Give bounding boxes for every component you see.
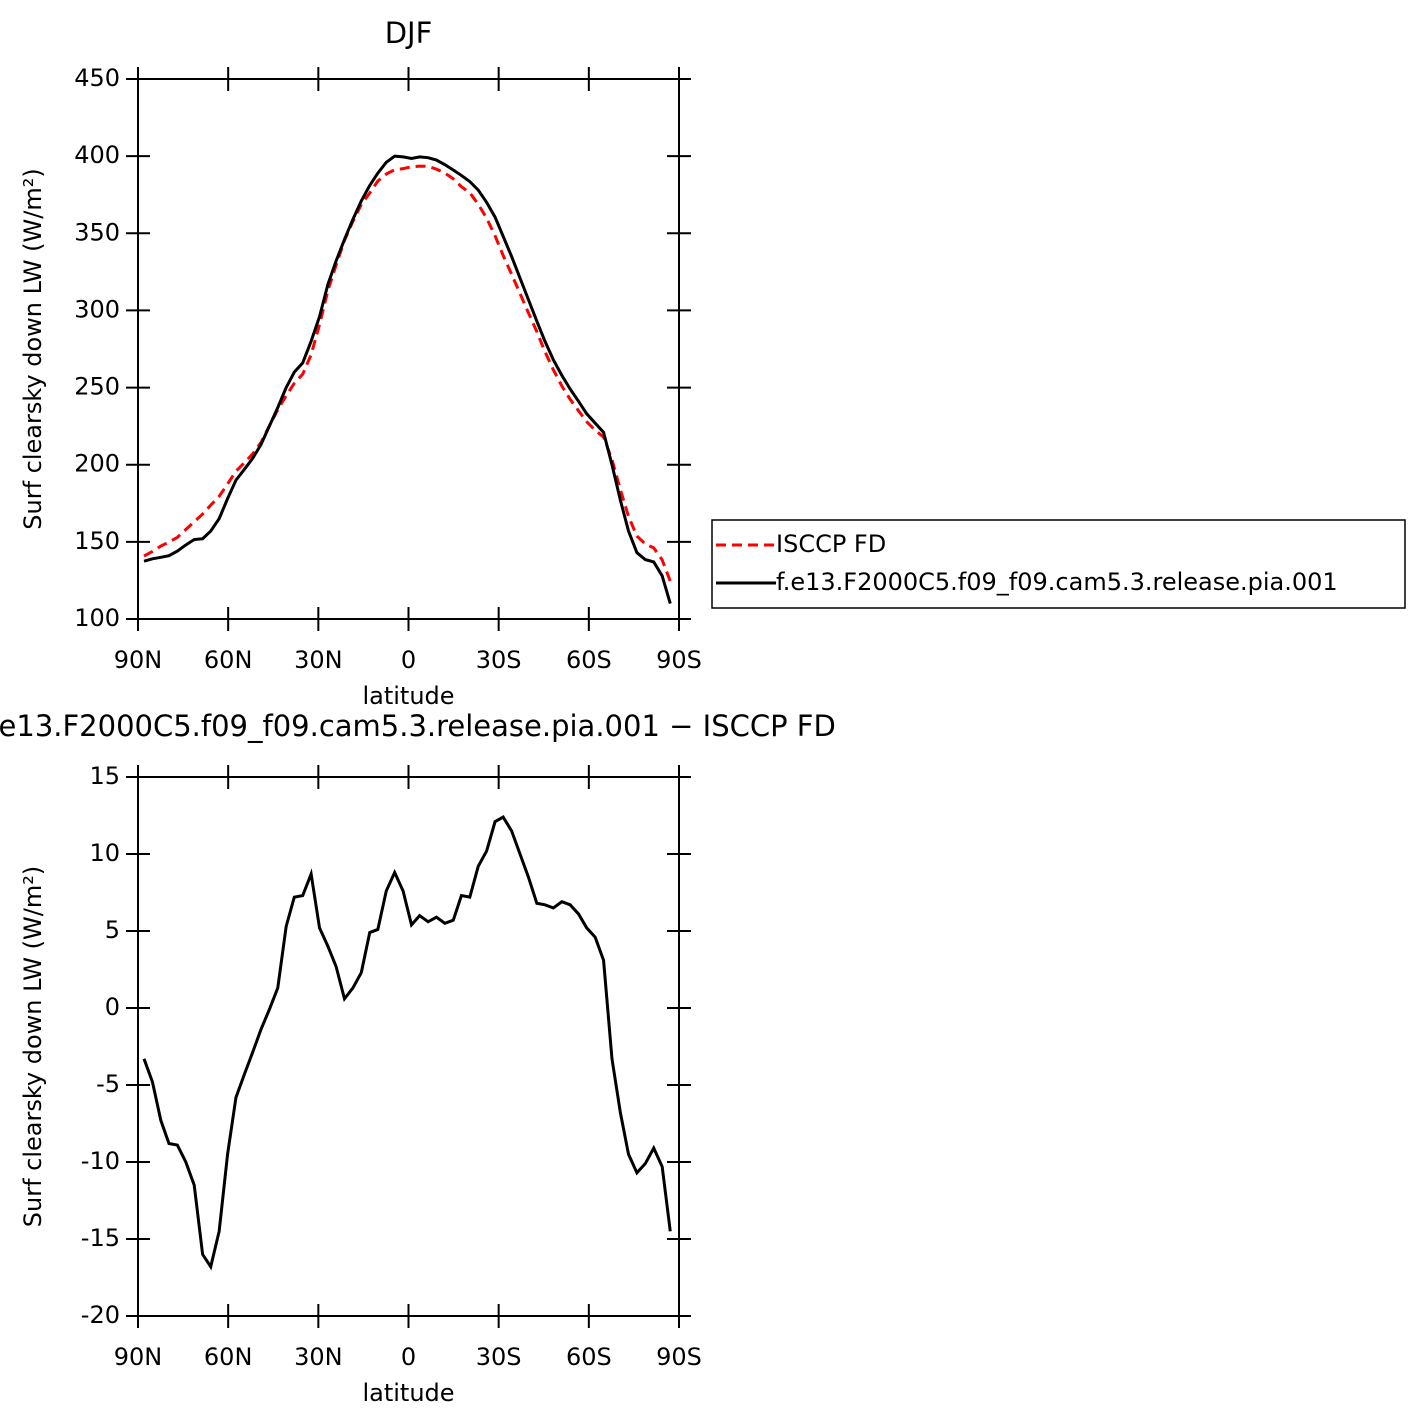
y-tick-label: 5 xyxy=(105,916,120,944)
chart-title: f.e13.F2000C5.f09_f09.cam5.3.release.pia… xyxy=(0,709,836,743)
y-tick-label: 0 xyxy=(105,993,120,1021)
data-line xyxy=(142,815,672,1271)
plot-frame xyxy=(137,78,680,620)
x-axis-label: latitude xyxy=(362,1379,454,1407)
y-tick-label: 15 xyxy=(89,762,120,790)
data-line xyxy=(143,164,672,582)
legend-label: ISCCP FD xyxy=(776,530,886,558)
x-tick-label: 60N xyxy=(204,1343,253,1371)
x-tick-label: 30S xyxy=(476,1343,522,1371)
y-tick-label: 10 xyxy=(89,839,120,867)
x-tick-label: 90S xyxy=(656,646,702,674)
plot-frame xyxy=(137,776,680,1317)
x-tick-label: 60N xyxy=(204,646,253,674)
x-tick-label: 0 xyxy=(401,1343,416,1371)
y-axis-label: Surf clearsky down LW (W/m²) xyxy=(19,168,47,529)
y-tick-label: 350 xyxy=(74,218,120,246)
legend-box xyxy=(711,519,1406,609)
y-tick-label: 200 xyxy=(74,450,120,478)
y-tick-label: 400 xyxy=(74,141,120,169)
y-tick-label: -15 xyxy=(81,1224,120,1252)
x-tick-label: 60S xyxy=(566,646,612,674)
x-tick-label: 30N xyxy=(294,1343,343,1371)
x-tick-label: 0 xyxy=(401,646,416,674)
y-tick-label: -10 xyxy=(81,1147,120,1175)
y-tick-label: 250 xyxy=(74,373,120,401)
y-tick-label: 450 xyxy=(74,64,120,92)
x-tick-label: 90S xyxy=(656,1343,702,1371)
x-tick-label: 60S xyxy=(566,1343,612,1371)
legend-label: f.e13.F2000C5.f09_f09.cam5.3.release.pia… xyxy=(776,568,1338,596)
x-tick-label: 90N xyxy=(114,1343,163,1371)
x-tick-label: 30S xyxy=(476,646,522,674)
data-line xyxy=(143,154,672,604)
y-tick-label: 150 xyxy=(74,527,120,555)
y-tick-label: -5 xyxy=(96,1070,120,1098)
chart-title: DJF xyxy=(385,16,433,50)
y-tick-label: -20 xyxy=(81,1301,120,1329)
x-axis-label: latitude xyxy=(362,682,454,710)
y-axis-label: Surf clearsky down LW (W/m²) xyxy=(19,866,47,1227)
x-tick-label: 30N xyxy=(294,646,343,674)
legend: ISCCP FD f.e13.F2000C5.f09_f09.cam5.3.rel… xyxy=(711,519,1406,609)
y-tick-label: 300 xyxy=(74,295,120,323)
y-tick-label: 100 xyxy=(74,604,120,632)
x-tick-label: 90N xyxy=(114,646,163,674)
